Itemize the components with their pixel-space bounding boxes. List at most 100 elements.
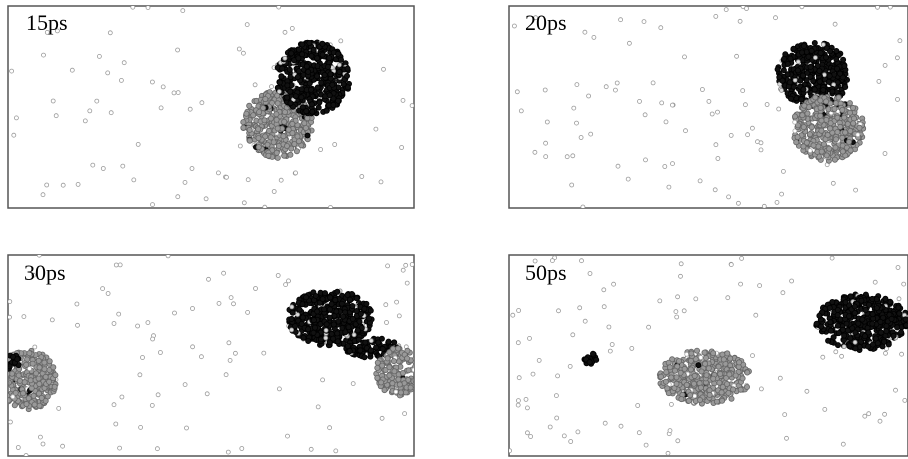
particle <box>333 143 337 147</box>
particle <box>380 346 385 351</box>
particle <box>2 366 7 371</box>
particle <box>847 110 852 115</box>
particle <box>334 449 338 453</box>
particle <box>590 351 595 356</box>
particle <box>780 88 784 92</box>
particle <box>173 311 177 315</box>
particle <box>410 263 414 267</box>
particle <box>266 153 271 158</box>
particle <box>307 40 312 45</box>
particle <box>780 78 785 83</box>
particle <box>0 382 5 387</box>
particle <box>319 337 324 342</box>
particle <box>310 109 315 114</box>
particle <box>101 167 105 171</box>
particle <box>290 328 294 332</box>
particle <box>396 377 401 382</box>
particle <box>395 300 399 304</box>
particle <box>237 47 241 51</box>
particle <box>841 57 846 62</box>
particle <box>39 395 44 400</box>
particle <box>101 287 105 291</box>
panel-frame <box>8 6 414 208</box>
particle <box>720 384 725 389</box>
particle <box>875 341 880 346</box>
particle <box>224 373 228 377</box>
particle <box>281 134 286 139</box>
particle <box>837 71 842 76</box>
particle <box>793 120 797 124</box>
panel-label: 50ps <box>525 260 567 285</box>
particle <box>674 310 678 314</box>
particle <box>109 111 113 115</box>
particle <box>284 143 289 148</box>
particle <box>903 398 907 402</box>
particle <box>240 447 244 451</box>
particle <box>848 148 853 153</box>
particle <box>34 371 39 376</box>
particle <box>870 342 875 347</box>
particle <box>290 121 295 126</box>
particle <box>675 315 679 319</box>
particle <box>517 376 521 380</box>
particle <box>337 63 341 67</box>
particle <box>251 113 256 118</box>
particle <box>678 370 683 375</box>
particle <box>788 96 793 101</box>
particle <box>674 381 679 386</box>
particle <box>406 368 411 373</box>
particle <box>405 281 409 285</box>
particle <box>729 396 734 401</box>
particle <box>676 359 681 364</box>
particle <box>57 406 61 410</box>
particle <box>658 374 663 379</box>
particle <box>337 69 342 74</box>
particle <box>781 169 785 173</box>
particle <box>845 328 850 333</box>
particle <box>883 296 888 301</box>
particle <box>397 314 401 318</box>
particle <box>296 139 301 144</box>
particle <box>735 54 739 58</box>
particle <box>54 114 58 118</box>
particle <box>146 321 150 325</box>
particle <box>328 72 333 77</box>
particle <box>840 327 845 332</box>
particle <box>416 363 421 368</box>
particle <box>826 79 831 84</box>
particle <box>364 301 369 306</box>
particle <box>185 426 189 430</box>
particle <box>1 381 6 386</box>
particle <box>262 118 267 123</box>
particle <box>151 337 155 341</box>
particle <box>579 136 583 140</box>
particle <box>285 83 290 88</box>
particle <box>565 155 569 159</box>
particle <box>284 283 288 287</box>
particle <box>42 53 46 57</box>
particle <box>737 360 742 365</box>
particle <box>878 319 883 324</box>
particle <box>826 338 831 343</box>
particle <box>572 106 576 110</box>
particle <box>604 85 608 89</box>
particle <box>833 145 838 150</box>
particle <box>289 316 294 321</box>
particle <box>216 171 220 175</box>
particle <box>36 358 41 363</box>
particle <box>745 370 750 375</box>
particle <box>575 121 579 125</box>
particle <box>14 116 18 120</box>
particle <box>139 425 143 429</box>
particle <box>403 412 407 416</box>
particle <box>801 144 806 149</box>
particle <box>818 113 823 118</box>
particle <box>42 367 47 372</box>
particle <box>355 328 360 333</box>
particle <box>275 101 280 106</box>
particle <box>345 292 350 297</box>
particle <box>382 67 386 71</box>
particle <box>866 302 871 307</box>
particle <box>296 69 301 74</box>
